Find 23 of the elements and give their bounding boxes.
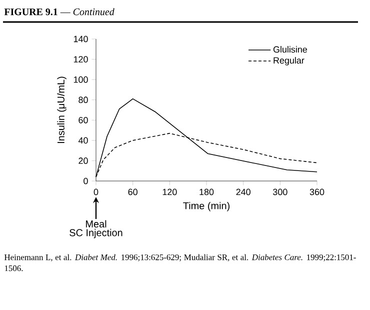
text: Meal xyxy=(86,220,106,228)
x-tick-label: 180 xyxy=(200,188,214,196)
y-tick-label: 100 xyxy=(74,76,88,83)
x-tick-label: 120 xyxy=(162,188,177,196)
y-tick-label: 120 xyxy=(74,56,88,62)
text: Heinemann L, et al. Diabet Med. 1996;13:625-629; Mudaliar SR, et al. Diabetes Care. 1999;22:1501-1506. xyxy=(4,254,356,272)
y-axis-title: Insulin (μU/mL) xyxy=(57,76,66,143)
y-tick-label: 80 xyxy=(78,96,88,104)
x-tick-label: 360 xyxy=(310,188,324,196)
y-tick-label: 40 xyxy=(78,137,88,144)
legend-label: Regular xyxy=(274,57,304,66)
x-tick-label: 300 xyxy=(273,188,288,196)
x-tick-label: 0 xyxy=(94,188,98,196)
x-tick-label: 240 xyxy=(236,188,250,196)
chart-title: FIGURE 9.1 — Continued xyxy=(4,8,114,16)
legend-label: Glulisine xyxy=(273,46,307,53)
y-tick-label: 140 xyxy=(74,36,88,42)
x-tick-label: 60 xyxy=(128,188,138,196)
x-axis-title: Time (min) xyxy=(183,202,230,212)
y-tick-label: 0 xyxy=(84,178,88,184)
y-tick-label: 60 xyxy=(78,116,88,124)
y-tick-label: 20 xyxy=(78,158,88,164)
text: SC Injection xyxy=(70,228,122,238)
